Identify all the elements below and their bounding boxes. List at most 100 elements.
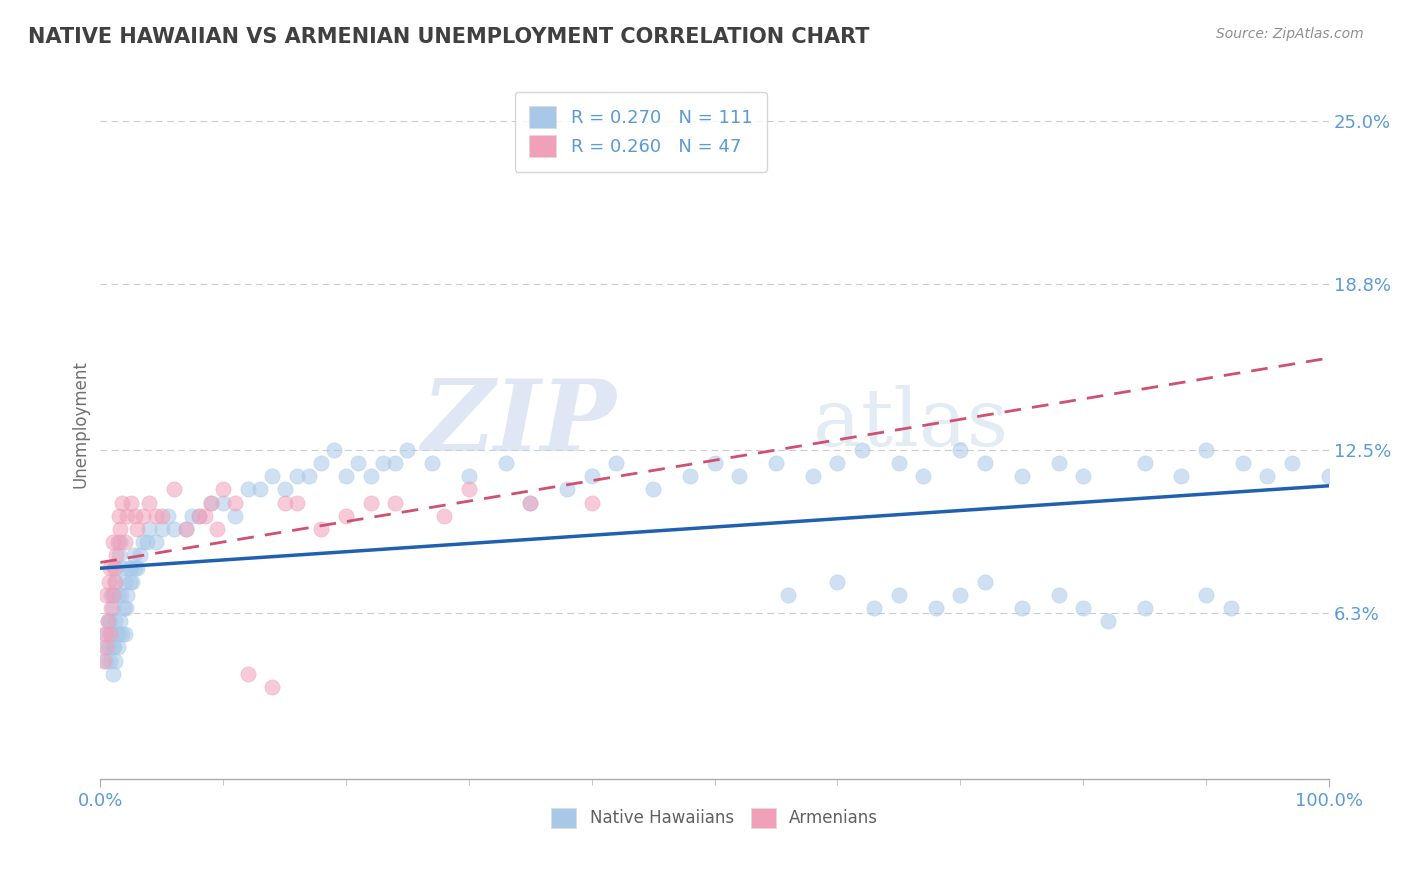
- Point: [120, 496, 142, 510]
- Point: [122, 549, 145, 563]
- Point: [115, 600, 138, 615]
- Point: [120, 561, 142, 575]
- Point: [1133, 456, 1156, 470]
- Point: [101, 588, 124, 602]
- Point: [132, 508, 155, 523]
- Point: [105, 549, 128, 563]
- Point: [121, 574, 143, 589]
- Point: [224, 496, 246, 510]
- Point: [249, 483, 271, 497]
- Point: [187, 508, 209, 523]
- Point: [105, 561, 128, 575]
- Point: [108, 535, 131, 549]
- Point: [104, 574, 127, 589]
- Point: [643, 483, 665, 497]
- Point: [97, 614, 120, 628]
- Point: [1281, 456, 1303, 470]
- Point: [212, 496, 235, 510]
- Point: [273, 496, 295, 510]
- Point: [97, 614, 120, 628]
- Point: [851, 443, 873, 458]
- Point: [117, 508, 139, 523]
- Text: Source: ZipAtlas.com: Source: ZipAtlas.com: [1216, 27, 1364, 41]
- Point: [360, 469, 382, 483]
- Point: [98, 614, 121, 628]
- Point: [801, 469, 824, 483]
- Point: [156, 508, 179, 523]
- Point: [200, 496, 222, 510]
- Point: [101, 640, 124, 655]
- Text: atlas: atlas: [813, 384, 1008, 463]
- Point: [433, 508, 456, 523]
- Point: [104, 614, 127, 628]
- Point: [1011, 469, 1033, 483]
- Point: [96, 588, 118, 602]
- Point: [107, 535, 129, 549]
- Point: [224, 508, 246, 523]
- Point: [1219, 600, 1241, 615]
- Point: [96, 627, 118, 641]
- Point: [887, 456, 910, 470]
- Point: [360, 496, 382, 510]
- Point: [96, 653, 118, 667]
- Point: [111, 561, 134, 575]
- Point: [887, 588, 910, 602]
- Point: [1071, 469, 1094, 483]
- Text: NATIVE HAWAIIAN VS ARMENIAN UNEMPLOYMENT CORRELATION CHART: NATIVE HAWAIIAN VS ARMENIAN UNEMPLOYMENT…: [28, 27, 870, 46]
- Point: [925, 600, 948, 615]
- Point: [703, 456, 725, 470]
- Point: [1256, 469, 1278, 483]
- Point: [94, 640, 117, 655]
- Point: [384, 496, 406, 510]
- Point: [396, 443, 419, 458]
- Point: [1097, 614, 1119, 628]
- Point: [212, 483, 235, 497]
- Point: [973, 574, 995, 589]
- Point: [145, 535, 167, 549]
- Point: [1133, 600, 1156, 615]
- Point: [519, 496, 541, 510]
- Point: [371, 456, 394, 470]
- Point: [150, 508, 173, 523]
- Point: [107, 627, 129, 641]
- Point: [912, 469, 935, 483]
- Point: [519, 496, 541, 510]
- Text: ZIP: ZIP: [422, 376, 616, 472]
- Point: [117, 588, 139, 602]
- Point: [949, 443, 972, 458]
- Point: [100, 627, 122, 641]
- Point: [420, 456, 443, 470]
- Point: [104, 653, 127, 667]
- Point: [127, 561, 149, 575]
- Point: [1195, 443, 1218, 458]
- Point: [127, 522, 149, 536]
- Point: [335, 469, 357, 483]
- Point: [108, 522, 131, 536]
- Point: [114, 535, 136, 549]
- Point: [107, 588, 129, 602]
- Point: [605, 456, 627, 470]
- Point: [285, 469, 308, 483]
- Point: [262, 680, 284, 694]
- Point: [111, 496, 134, 510]
- Point: [117, 561, 139, 575]
- Point: [200, 496, 222, 510]
- Point: [347, 456, 370, 470]
- Point: [104, 574, 127, 589]
- Point: [108, 614, 131, 628]
- Point: [205, 522, 228, 536]
- Point: [101, 666, 124, 681]
- Point: [111, 627, 134, 641]
- Point: [176, 522, 198, 536]
- Point: [138, 522, 160, 536]
- Point: [311, 522, 333, 536]
- Point: [458, 469, 481, 483]
- Point: [262, 469, 284, 483]
- Point: [1047, 456, 1070, 470]
- Point: [97, 574, 120, 589]
- Point: [163, 522, 186, 536]
- Point: [107, 508, 129, 523]
- Point: [101, 535, 124, 549]
- Point: [118, 574, 141, 589]
- Point: [110, 588, 132, 602]
